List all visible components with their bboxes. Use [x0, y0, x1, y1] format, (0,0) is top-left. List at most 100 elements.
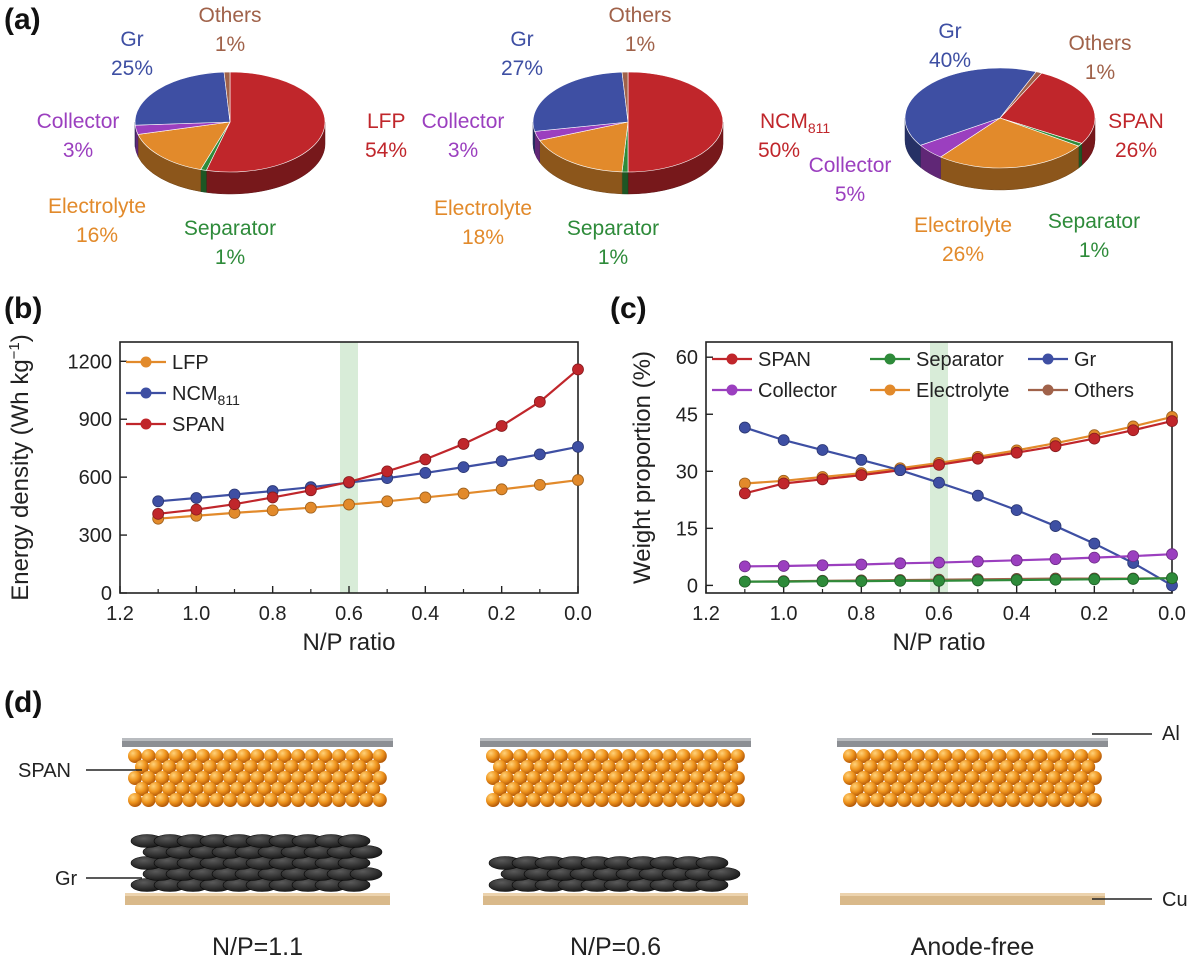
pie-pct-collector: 3% — [448, 139, 478, 162]
span-particle — [520, 782, 535, 796]
span-particle — [730, 749, 745, 763]
span-particle — [135, 782, 149, 796]
al-plate-highlight — [122, 738, 393, 741]
data-point-span — [304, 484, 317, 497]
data-point-ncm — [457, 461, 470, 474]
span-particle — [608, 771, 623, 785]
span-particle — [148, 760, 163, 774]
span-particle — [594, 771, 609, 785]
x-tick-label: 1.2 — [106, 603, 134, 625]
pie-pct-separator: 1% — [1079, 239, 1109, 262]
data-point-span — [971, 452, 984, 465]
span-particle — [690, 793, 704, 807]
span-particle — [366, 760, 381, 774]
data-point-gr — [894, 464, 907, 477]
pie-slice-cathode — [999, 72, 1096, 144]
pie-pct-electrolyte: 26% — [942, 243, 984, 266]
x-tick-label: 0.8 — [259, 603, 287, 625]
data-point-separator — [894, 574, 907, 587]
span-particle — [843, 749, 857, 763]
span-particle — [526, 771, 541, 785]
span-particle — [554, 771, 568, 785]
al-plate — [480, 738, 751, 747]
span-particle — [683, 760, 698, 774]
span-particle — [863, 782, 878, 796]
data-point-separator — [855, 575, 868, 588]
series-line-span — [744, 420, 1173, 495]
pie-label-gr: Gr — [938, 20, 961, 43]
span-particle — [304, 771, 319, 785]
span-particle — [1006, 771, 1021, 785]
data-point-separator — [1088, 573, 1101, 586]
span-particle — [513, 749, 528, 763]
span-particle — [1006, 749, 1021, 763]
span-particle — [499, 749, 514, 763]
weight-proportion-chart: 1.2 1.0 0.8 0.6 0.4 0.2 0.0 0 15 30 45 60 N/P ratio W… — [629, 341, 1186, 656]
span-particle — [486, 749, 500, 763]
span-particle — [951, 749, 966, 763]
pie-label-others: Others — [608, 4, 671, 27]
span-particle — [1019, 749, 1034, 763]
span-particle — [724, 782, 739, 796]
span-particle — [223, 749, 238, 763]
span-particle — [1074, 793, 1089, 807]
span-particle — [986, 760, 1000, 774]
span-particle — [540, 793, 555, 807]
panel-label-c: (c) — [610, 292, 647, 325]
span-particle — [931, 760, 946, 774]
data-point-lfp — [457, 487, 470, 500]
span-particle — [250, 771, 265, 785]
span-particle — [513, 793, 528, 807]
span-particle — [567, 771, 582, 785]
data-point-span — [738, 487, 751, 500]
pie-label-others: Others — [1068, 32, 1131, 55]
x-tick-label: 0.8 — [847, 603, 875, 625]
data-point-separator — [933, 574, 945, 587]
pie-side-separator — [1078, 142, 1083, 169]
pie-pct-gr: 40% — [929, 49, 971, 72]
span-particle — [168, 749, 183, 763]
span-particle — [162, 760, 177, 774]
data-point-separator — [1127, 573, 1140, 585]
pie-pct-electrolyte: 16% — [76, 224, 118, 247]
span-particle — [547, 782, 562, 796]
span-particle — [918, 760, 932, 774]
span-particle — [992, 793, 1007, 807]
span-particle — [662, 793, 677, 807]
data-point-span — [228, 498, 241, 511]
span-particle — [561, 782, 575, 796]
panel-label-a: (a) — [4, 3, 41, 36]
span-particle — [883, 771, 898, 785]
span-particle — [717, 793, 732, 807]
span-particle — [540, 771, 555, 785]
data-point-span — [495, 420, 508, 432]
span-particle — [703, 749, 718, 763]
span-particle — [662, 749, 677, 763]
span-particle — [918, 782, 932, 796]
span-particle — [182, 793, 197, 807]
span-particle — [345, 793, 360, 807]
span-particle — [629, 760, 643, 774]
span-particle — [526, 793, 541, 807]
al-plate — [122, 738, 393, 747]
cu-foil-top — [483, 893, 748, 896]
span-particle — [601, 782, 616, 796]
span-particle — [649, 749, 664, 763]
span-particle — [182, 771, 197, 785]
data-point-collector — [971, 555, 984, 568]
span-particle — [372, 749, 387, 763]
span-particle — [339, 782, 353, 796]
span-particle — [284, 782, 299, 796]
span-particle — [843, 771, 857, 785]
span-particle — [359, 749, 374, 763]
span-particle — [533, 782, 548, 796]
pie-pct-separator: 1% — [598, 246, 628, 269]
span-particle — [230, 782, 245, 796]
span-particle — [318, 793, 333, 807]
x-tick-label: 0.2 — [1080, 603, 1108, 625]
data-point-separator — [971, 574, 984, 587]
pie-side-separator — [621, 171, 629, 195]
span-particle — [513, 771, 528, 785]
series-line-ncm — [158, 445, 579, 503]
span-particle — [897, 771, 912, 785]
